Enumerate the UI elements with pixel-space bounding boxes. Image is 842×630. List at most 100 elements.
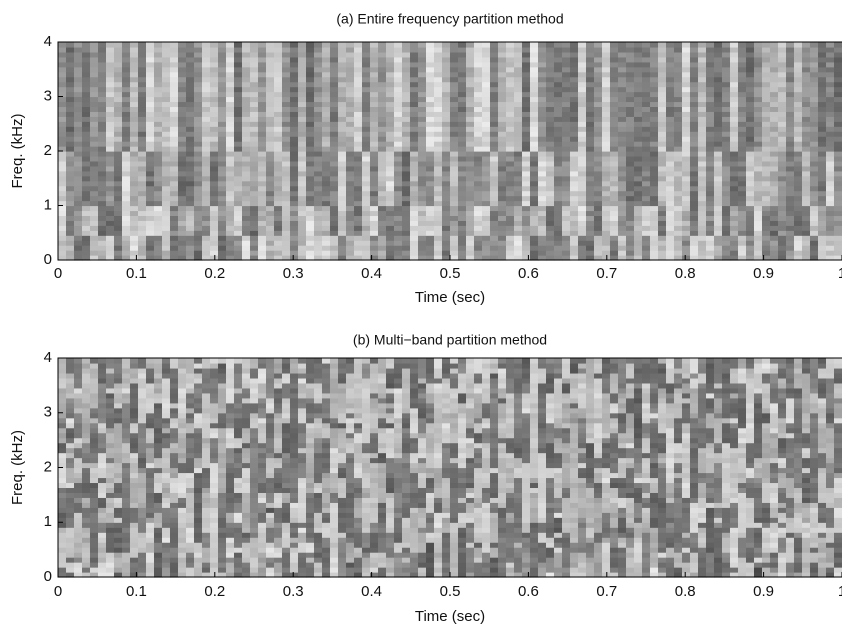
heatmap-cell xyxy=(210,97,219,103)
heatmap-cell xyxy=(418,250,427,256)
heatmap-cell xyxy=(138,552,147,558)
heatmap-cell xyxy=(146,201,155,207)
heatmap-cell xyxy=(490,235,499,241)
heatmap-cell xyxy=(154,101,163,107)
heatmap-cell xyxy=(586,101,595,107)
heatmap-cell xyxy=(106,166,115,172)
heatmap-cell xyxy=(306,101,315,107)
heatmap-cell xyxy=(442,42,451,48)
heatmap-cell xyxy=(546,176,555,182)
heatmap-cell xyxy=(442,210,451,216)
heatmap-cell xyxy=(218,82,227,88)
heatmap-cell xyxy=(250,215,259,221)
heatmap-cell xyxy=(578,77,587,83)
heatmap-cell xyxy=(82,428,91,434)
heatmap-cell xyxy=(634,57,643,63)
heatmap-cell xyxy=(394,52,403,58)
heatmap-cell xyxy=(610,97,619,103)
heatmap-cell xyxy=(690,196,699,202)
heatmap-cell xyxy=(730,146,739,152)
heatmap-cell xyxy=(162,458,171,464)
heatmap-cell xyxy=(66,438,75,444)
heatmap-cell xyxy=(298,77,307,83)
heatmap-cell xyxy=(714,82,723,88)
heatmap-cell xyxy=(794,97,803,103)
heatmap-cell xyxy=(602,42,611,48)
heatmap-cell xyxy=(66,97,75,103)
heatmap-cell xyxy=(74,388,83,394)
heatmap-cell xyxy=(802,116,811,122)
heatmap-cell xyxy=(106,220,115,226)
heatmap-cell xyxy=(674,67,683,73)
heatmap-cell xyxy=(802,62,811,68)
heatmap-cell xyxy=(554,136,563,142)
heatmap-cell xyxy=(146,468,155,474)
heatmap-cell xyxy=(538,121,547,127)
heatmap-cell xyxy=(642,191,651,197)
heatmap-cell xyxy=(354,136,363,142)
heatmap-cell xyxy=(394,87,403,93)
heatmap-cell xyxy=(650,131,659,137)
heatmap-cell xyxy=(170,492,179,498)
heatmap-cell xyxy=(378,106,387,112)
heatmap-cell xyxy=(618,126,627,132)
heatmap-cell xyxy=(714,121,723,127)
heatmap-cell xyxy=(482,47,491,53)
heatmap-cell xyxy=(642,225,651,231)
heatmap-cell xyxy=(210,176,219,182)
heatmap-cell xyxy=(90,131,99,137)
heatmap-cell xyxy=(466,166,475,172)
heatmap-cell xyxy=(130,240,139,246)
heatmap-cell xyxy=(538,156,547,162)
heatmap-cell xyxy=(162,378,171,384)
heatmap-cell xyxy=(82,527,91,533)
heatmap-cell xyxy=(114,567,123,573)
heatmap-cell xyxy=(210,101,219,107)
y-tick-label: 2 xyxy=(44,142,52,159)
heatmap-cell xyxy=(706,131,715,137)
heatmap-cell xyxy=(194,230,203,236)
heatmap-cell xyxy=(818,196,827,202)
heatmap-cell xyxy=(458,230,467,236)
heatmap-cell xyxy=(610,141,619,147)
heatmap-cell xyxy=(786,215,795,221)
heatmap-cell xyxy=(66,126,75,132)
heatmap-cell xyxy=(370,166,379,172)
heatmap-cell xyxy=(378,82,387,88)
heatmap-cell xyxy=(106,398,115,404)
heatmap-cell xyxy=(634,186,643,192)
heatmap-cell xyxy=(98,136,107,142)
heatmap-cell xyxy=(306,82,315,88)
heatmap-cell xyxy=(162,87,171,93)
heatmap-cell xyxy=(474,101,483,107)
heatmap-cell xyxy=(794,166,803,172)
heatmap-cell xyxy=(106,62,115,68)
heatmap-cell xyxy=(786,141,795,147)
heatmap-cell xyxy=(554,151,563,157)
heatmap-cell xyxy=(210,67,219,73)
heatmap-cell xyxy=(146,497,155,503)
heatmap-cell xyxy=(154,206,163,212)
heatmap-cell xyxy=(106,191,115,197)
heatmap-cell xyxy=(90,517,99,523)
heatmap-cell xyxy=(194,47,203,53)
heatmap-cell xyxy=(538,220,547,226)
heatmap-cell xyxy=(378,196,387,202)
heatmap-cell xyxy=(218,181,227,187)
heatmap-cell xyxy=(370,196,379,202)
heatmap-cell xyxy=(82,220,91,226)
heatmap-cell xyxy=(794,52,803,58)
heatmap-cell xyxy=(578,141,587,147)
heatmap-cell xyxy=(154,517,163,523)
heatmap-cell xyxy=(202,92,211,98)
heatmap-cell xyxy=(594,186,603,192)
heatmap-cell xyxy=(146,403,155,409)
heatmap-cell xyxy=(778,156,787,162)
heatmap-cell xyxy=(122,363,131,369)
heatmap-cell xyxy=(66,250,75,256)
heatmap-cell xyxy=(154,215,163,221)
heatmap-cell xyxy=(234,210,243,216)
heatmap-cell xyxy=(482,101,491,107)
heatmap-cell xyxy=(186,62,195,68)
heatmap-cell xyxy=(666,181,675,187)
